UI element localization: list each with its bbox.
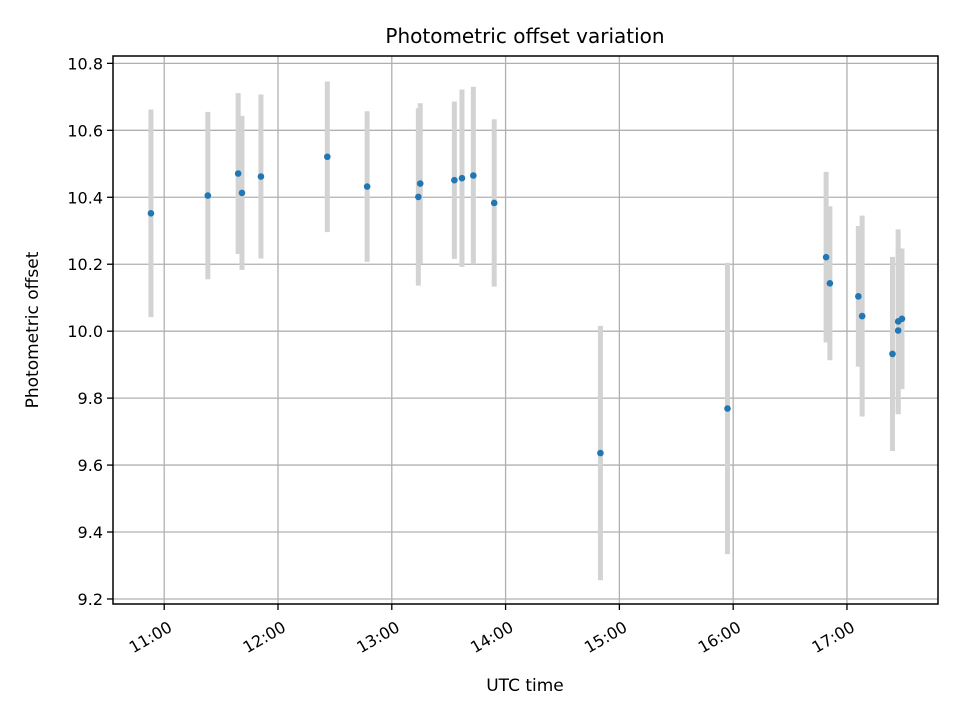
y-tick-label: 10.4 [67,188,103,207]
plot-frame [112,55,939,605]
data-point [363,183,371,190]
data-point [416,180,424,187]
data-point [597,449,604,457]
y-tick-label: 10.8 [67,54,103,73]
data-point [238,189,246,197]
grid-lines [113,56,938,604]
data-point [257,173,265,180]
data-point [898,315,906,323]
y-tick-label: 10.6 [67,121,103,140]
y-tick-label: 10.0 [67,322,103,341]
data-point [470,172,477,179]
y-axis-label: Photometric offset [23,251,43,408]
chart-title: Photometric offset variation [385,24,664,48]
data-point [724,405,731,412]
data-point [822,253,830,261]
data-point [147,210,155,217]
data-point [451,176,458,184]
plot-area [113,56,938,604]
data-points [147,153,906,457]
data-point [458,174,466,182]
data-point [858,312,866,320]
data-point [415,193,422,201]
data-point [889,350,896,358]
y-tick-label: 9.6 [78,456,103,475]
data-point [490,199,498,207]
data-point [826,280,834,287]
data-point [204,192,212,199]
data-point [234,170,242,177]
data-point [324,153,331,161]
data-point [855,293,862,300]
y-tick-label: 9.2 [78,590,103,609]
y-tick-label: 10.2 [67,255,103,274]
x-axis-label: UTC time [486,676,564,696]
y-axis-ticks: 9.2 9.4 9.6 9.8 10.0 10.2 10.4 10.6 10.8 [67,54,113,609]
data-point [894,327,902,334]
y-tick-label: 9.4 [78,523,103,542]
y-tick-label: 9.8 [78,389,103,408]
